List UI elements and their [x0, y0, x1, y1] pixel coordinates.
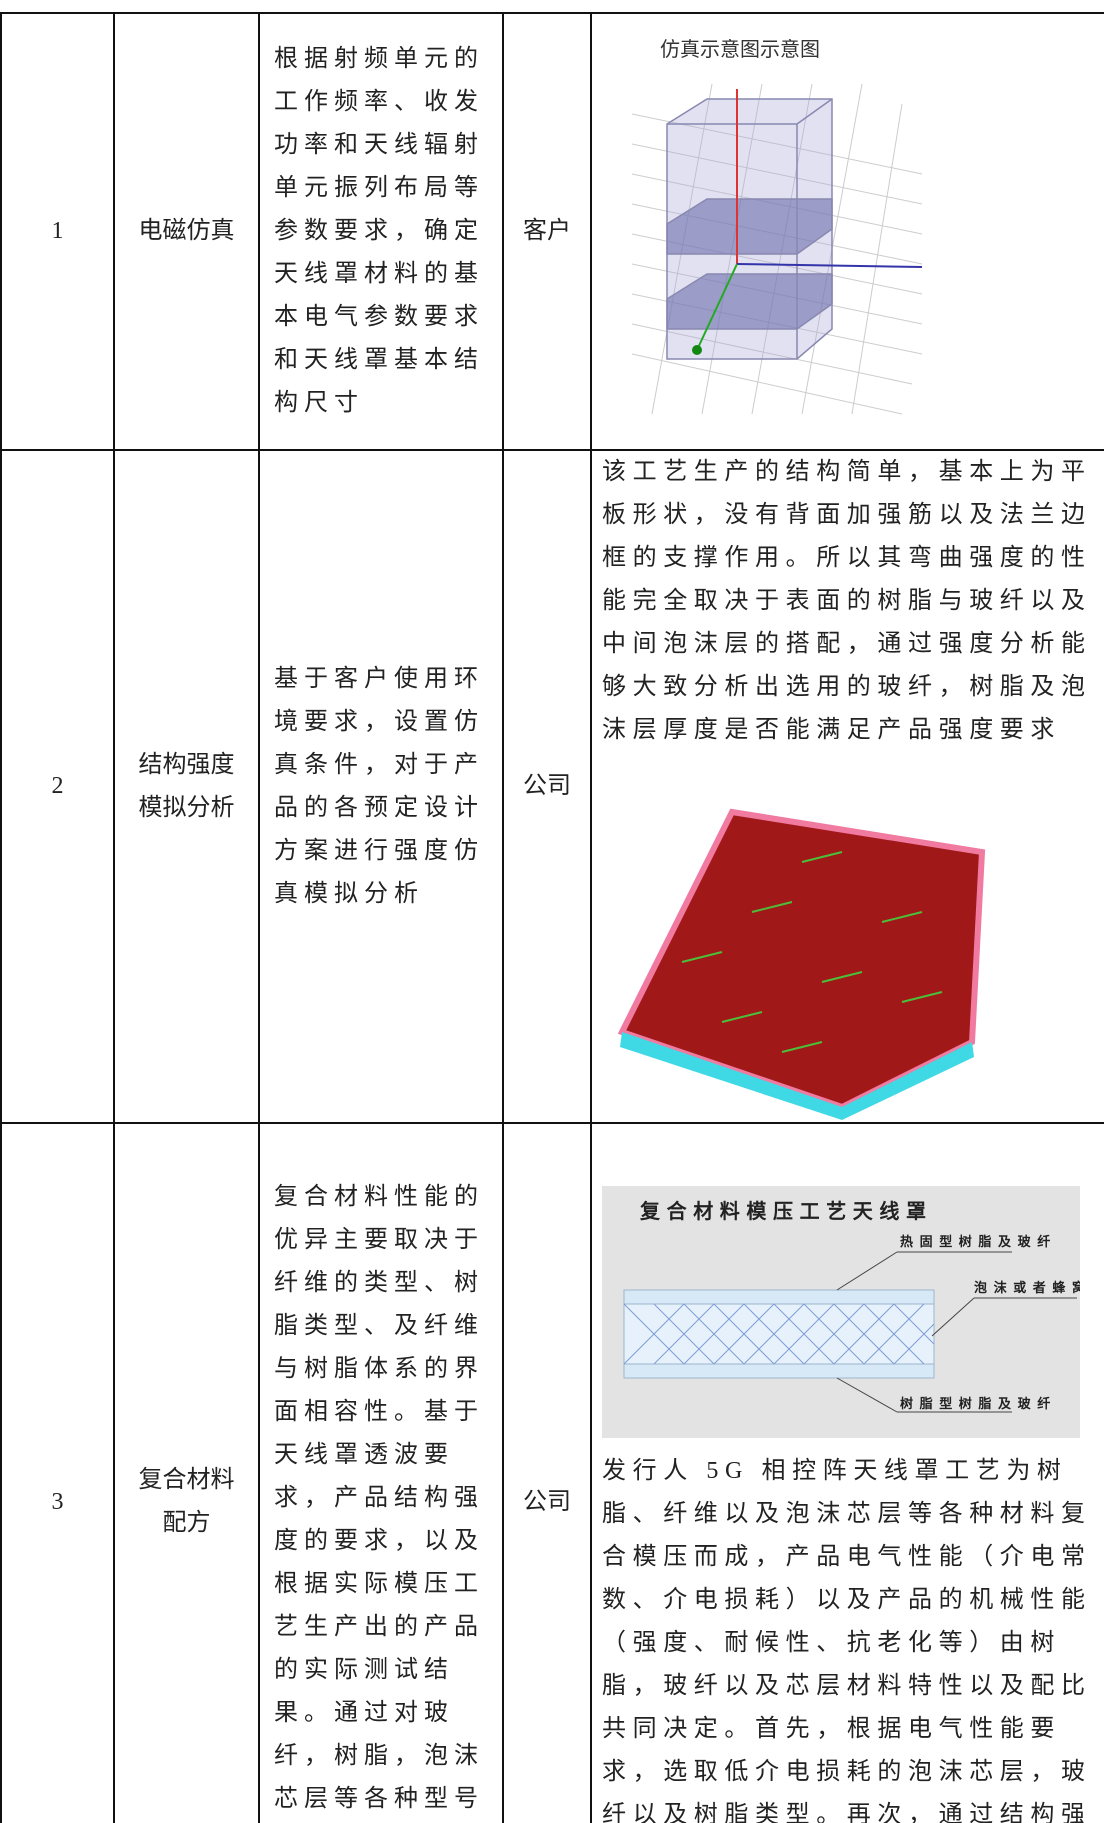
document: 1 电磁仿真 根据射频单元的工作频率、收发功率和天线辐射单元振列布局等参数要求，…: [0, 12, 1104, 1823]
cell-no: 3: [0, 1122, 115, 1823]
detail-text: 发行人 5G 相控阵天线罩工艺为树脂、纤维以及泡沫芯层等各种材料复合模压而成，产…: [602, 1458, 1092, 1823]
figure-label: 热固型树脂及玻纤: [900, 1234, 1057, 1249]
cell-party: 公司: [502, 449, 592, 1124]
simulation-figure: 仿真示意图示意图: [631, 38, 923, 415]
cell-detail: 复合材料模压工艺天线罩 热固型树脂及玻纤 泡沫或者蜂窝材料 树脂型树脂及玻纤 发…: [590, 1122, 1104, 1823]
cell-name: 电磁仿真: [113, 12, 260, 451]
figure-caption: 仿真示意图示意图: [660, 38, 820, 61]
figure-label: 泡沫或者蜂窝材料: [974, 1280, 1080, 1295]
cell-description: 复合材料性能的优异主要取决于纤维的类型、树脂类型、及纤维与树脂体系的界面相容性。…: [258, 1122, 504, 1823]
strength-figure: [617, 808, 986, 1120]
detail-text: 该工艺生产的结构简单，基本上为平板形状，没有背面加强筋以及法兰边框的支撑作用。所…: [602, 459, 1092, 743]
figure-title: 复合材料模压工艺天线罩: [639, 1199, 933, 1223]
cell-party: 公司: [502, 1122, 592, 1823]
cell-description: 根据射频单元的工作频率、收发功率和天线辐射单元振列布局等参数要求，确定天线罩材料…: [258, 12, 504, 451]
figure-label: 树脂型树脂及玻纤: [900, 1396, 1057, 1411]
cell-name: 复合材料配方: [113, 1122, 260, 1823]
table-row: 3 复合材料配方 复合材料性能的优异主要取决于纤维的类型、树脂类型、及纤维与树脂…: [0, 1122, 1104, 1823]
cell-detail: 仿真示意图示意图: [590, 12, 1104, 451]
cell-name: 结构强度模拟分析: [113, 449, 260, 1124]
cell-detail: 该工艺生产的结构简单，基本上为平板形状，没有背面加强筋以及法兰边框的支撑作用。所…: [590, 449, 1104, 1124]
cell-description: 基于客户使用环境要求，设置仿真条件，对于产品的各预定设计方案进行强度仿真模拟分析: [258, 449, 504, 1124]
table-row: 2 结构强度模拟分析 基于客户使用环境要求，设置仿真条件，对于产品的各预定设计方…: [0, 449, 1104, 1124]
composite-figure: 复合材料模压工艺天线罩 热固型树脂及玻纤 泡沫或者蜂窝材料 树脂型树脂及玻纤: [602, 1186, 1080, 1438]
cell-party: 客户: [502, 12, 592, 451]
table-row: 1 电磁仿真 根据射频单元的工作频率、收发功率和天线辐射单元振列布局等参数要求，…: [0, 12, 1104, 451]
process-table: 1 电磁仿真 根据射频单元的工作频率、收发功率和天线辐射单元振列布局等参数要求，…: [0, 12, 1104, 1823]
cell-no: 2: [0, 449, 115, 1124]
cell-no: 1: [0, 12, 115, 451]
